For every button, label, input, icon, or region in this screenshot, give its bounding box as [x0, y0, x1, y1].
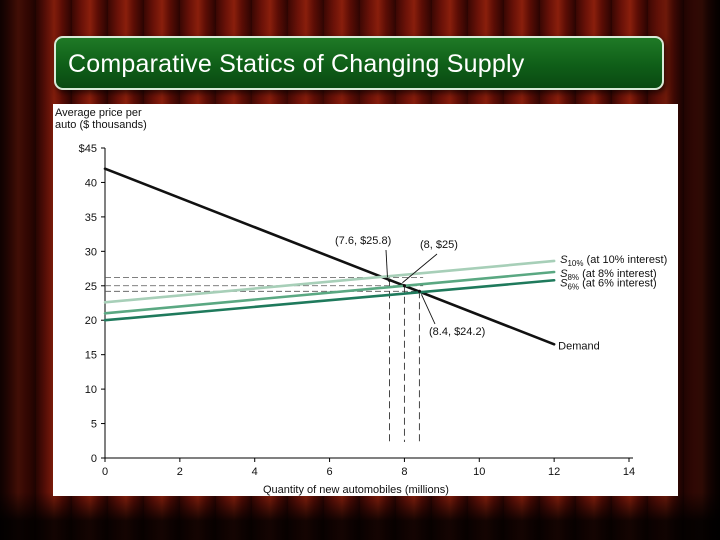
- supply-label-rest: (at 8% interest): [579, 268, 657, 280]
- y-tick-label: 25: [85, 281, 97, 293]
- y-tick-label: 10: [85, 384, 97, 396]
- series-line-s10pct: [103, 259, 556, 304]
- equilibrium-arrow: [385, 249, 388, 278]
- y-tick-label: $45: [79, 143, 97, 155]
- y-tick-label: 5: [91, 419, 97, 431]
- x-tick-label: 12: [548, 466, 560, 478]
- slide-title: Comparative Statics of Changing Supply: [68, 50, 525, 78]
- series-line-s8pct: [103, 270, 556, 315]
- equilibrium-point: [402, 284, 407, 288]
- slide-title-bar: Comparative Statics of Changing Supply: [54, 36, 664, 90]
- series-line-demand: [103, 167, 556, 346]
- y-tick-label: 30: [85, 246, 97, 258]
- supply-label: S6% (at 6% interest): [560, 277, 657, 291]
- supply-label-main: S: [560, 277, 568, 289]
- supply-label: S8% (at 8% interest): [560, 268, 657, 282]
- x-tick-label: 10: [473, 466, 485, 478]
- curtain-shade-left: [0, 0, 60, 540]
- x-tick-label: 8: [401, 466, 407, 478]
- supply-label-rest: (at 6% interest): [579, 277, 657, 289]
- y-tick-label: 20: [85, 315, 97, 327]
- y-axis-title: Average price per: [55, 107, 142, 119]
- stage-floor: [0, 492, 720, 540]
- series-line-s6pct: [103, 278, 556, 322]
- supply-label-sub: 10%: [567, 259, 583, 268]
- supply-label-main: S: [560, 268, 568, 280]
- x-tick-label: 4: [252, 466, 258, 478]
- y-tick-label: 15: [85, 350, 97, 362]
- supply-demand-chart: 0 5 10 15 20 25 30 35 40 $45 0 2 4 6 8 10 12 14 Average pr…: [55, 107, 667, 496]
- supply-label: S10% (at 10% interest): [560, 254, 667, 268]
- y-tick-label: 40: [85, 177, 97, 189]
- demand-label: Demand: [558, 340, 600, 352]
- y-tick-label: 0: [91, 453, 97, 465]
- y-axis-title: auto ($ thousands): [55, 119, 147, 131]
- supply-label-rest: (at 10% interest): [584, 254, 668, 266]
- x-axis-title: Quantity of new automobiles (millions): [263, 484, 449, 496]
- x-tick-label: 14: [623, 466, 635, 478]
- supply-label-sub: 6%: [567, 282, 579, 291]
- y-tick-label: 35: [85, 212, 97, 224]
- equilibrium-point: [387, 278, 392, 282]
- equilibrium-label: (7.6, $25.8): [335, 235, 391, 247]
- equilibrium-arrow: [420, 294, 436, 325]
- x-tick-label: 2: [177, 466, 183, 478]
- equilibrium-label: (8, $25): [420, 239, 458, 251]
- x-tick-label: 0: [102, 466, 108, 478]
- equilibrium-label: (8.4, $24.2): [429, 326, 485, 338]
- supply-label-main: S: [560, 254, 568, 266]
- x-tick-label: 6: [327, 466, 333, 478]
- equilibrium-arrow: [402, 253, 438, 284]
- supply-label-sub: 8%: [567, 273, 579, 282]
- chart-panel: 0 5 10 15 20 25 30 35 40 $45 0 2 4 6 8 10 12 14 Average pr…: [53, 104, 678, 496]
- equilibrium-point: [417, 289, 421, 293]
